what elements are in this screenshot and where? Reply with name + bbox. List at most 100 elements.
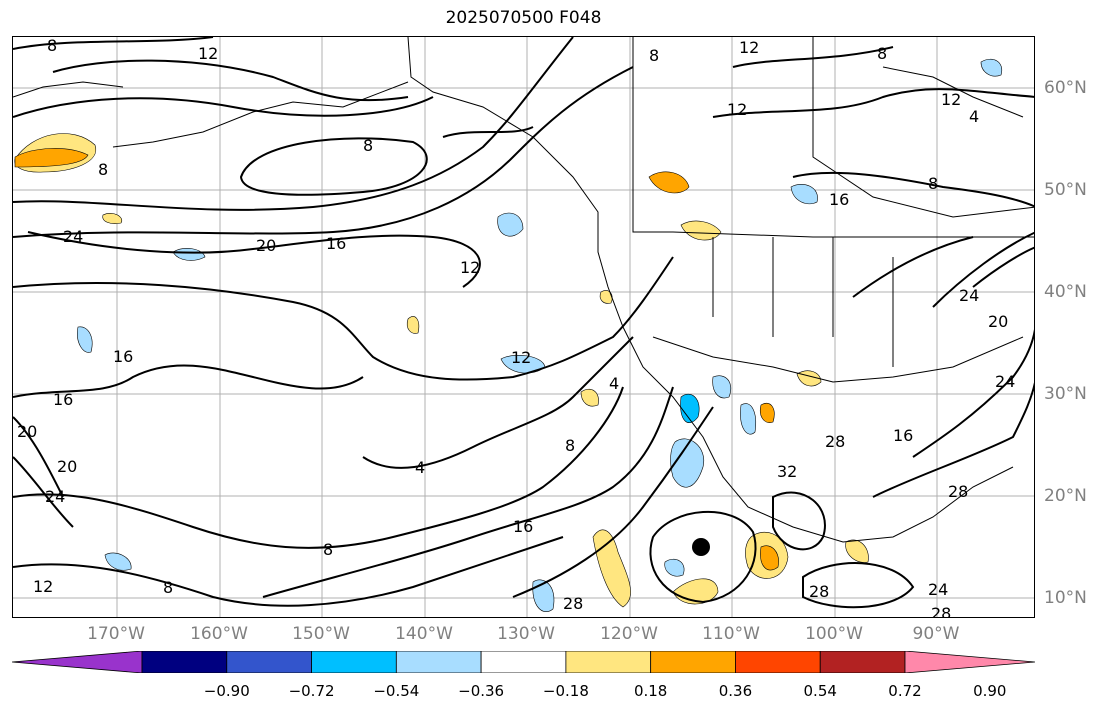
lon-label: 170°W [87,624,145,644]
colorbar-segment [819,651,906,673]
positive-anomaly-patch [648,171,690,194]
negative-anomaly-patch [712,375,732,399]
lat-label: 50°N [1044,180,1087,200]
contour-label: 4 [609,374,619,393]
contour-label: 12 [739,38,759,57]
colorbar-segment [311,651,397,673]
colorbar-tick-label: −0.36 [458,682,505,700]
contour-label: 24 [995,372,1015,391]
map-title: 2025070500 F048 [445,8,602,28]
contour-label: 20 [988,312,1008,331]
colorbar-extend-high [904,651,1035,673]
colorbar-segment [480,651,567,673]
contour-label-group: 8 12 8 12 8 12 8 8 8 16 24 20 16 12 12 1… [17,37,1015,618]
positive-anomaly-patch [14,148,89,168]
lat-label: 60°N [1044,78,1087,98]
colorbar-tick-label: 0.36 [718,682,753,700]
contour-label: 12 [941,90,961,109]
contour-label: 24 [63,227,83,246]
contour-label: 32 [777,462,797,481]
map-panel: 8 12 8 12 8 12 8 8 8 16 24 20 16 12 12 1… [12,36,1035,618]
contour-label: 4 [415,458,425,477]
contour-label: 16 [513,517,533,536]
colorbar [12,651,1035,673]
colorbar-segment [650,651,736,673]
contour-label: 8 [649,46,659,65]
positive-anomaly-patch [599,290,613,304]
contour-label: 8 [163,578,173,597]
negative-anomaly-patch [77,326,93,353]
colorbar-segment [141,651,228,673]
contour-label: 20 [256,236,276,255]
lon-label: 100°W [805,624,863,644]
contour-label: 24 [928,580,948,599]
lon-label: 110°W [702,624,760,644]
shaded-anomaly-patches [14,58,1003,612]
colorbar-tick-label: −0.72 [288,682,335,700]
negative-anomaly-patch [790,183,818,205]
contour-label: 8 [363,136,373,155]
lon-label: 140°W [395,624,453,644]
map-svg: 8 12 8 12 8 12 8 8 8 16 24 20 16 12 12 1… [13,37,1034,618]
lon-label: 120°W [600,624,658,644]
contour-label: 8 [323,540,333,559]
lat-label: 10°N [1044,588,1087,608]
positive-anomaly-patch [580,388,599,407]
colorbar-tick-label: 0.90 [973,682,1007,700]
contour-label: 16 [53,390,73,409]
negative-anomaly-patch [740,403,756,435]
contour-label: 4 [969,107,979,126]
coastlines [13,37,1034,543]
negative-anomaly-patch [680,393,700,423]
graticule-grid [13,37,1034,617]
negative-anomaly-patch [670,438,705,488]
lon-label: 150°W [292,624,350,644]
contour-label: 28 [563,594,583,613]
positive-anomaly-patch [680,220,722,241]
negative-anomaly-patch [172,248,206,261]
contour-label: 28 [931,604,951,618]
negative-anomaly-patch [104,552,132,571]
colorbar-tick-label: −0.54 [373,682,420,700]
contour-label: 24 [45,487,65,506]
positive-anomaly-patch [406,316,420,334]
colorbar-tick-label: −0.90 [203,682,250,700]
positive-anomaly-patch [845,539,869,563]
contour-label: 8 [877,44,887,63]
colorbar-tick-label: 0.72 [888,682,922,700]
contour-label: 8 [928,174,938,193]
colorbar-extend-low [12,651,143,673]
contour-label: 20 [57,457,77,476]
contour-label: 12 [727,100,747,119]
negative-anomaly-patch [532,579,555,612]
positive-anomaly-patch [760,402,775,423]
contour-label: 16 [829,190,849,209]
contour-label: 12 [460,258,480,277]
contour-label: 8 [98,160,108,179]
contour-label: 12 [511,348,531,367]
colorbar-segment [565,651,652,673]
negative-anomaly-patch [664,558,685,577]
contour-label: 16 [326,234,346,253]
contour-label: 28 [948,482,968,501]
colorbar-segment [395,651,482,673]
colorbar-tick-label: 0.18 [633,682,668,700]
lat-label: 20°N [1044,486,1087,506]
colorbar-segment [735,651,821,673]
colorbar-tick-label: −0.18 [542,682,589,700]
negative-anomaly-patch [497,212,524,237]
lon-label: 160°W [190,624,248,644]
contour-label: 8 [565,436,575,455]
contour-label: 28 [809,582,829,601]
lat-label: 30°N [1044,384,1087,404]
colorbar-tick-label: 0.54 [803,682,837,700]
contour-label: 8 [47,37,57,55]
positive-anomaly-patch [760,545,779,571]
contour-label: 12 [33,577,53,596]
storm-center-dot [692,538,710,556]
contour-label: 16 [893,426,913,445]
contour-label: 28 [825,432,845,451]
contour-lines [13,37,1034,609]
colorbar-segment [226,651,312,673]
lon-label: 90°W [912,624,960,644]
